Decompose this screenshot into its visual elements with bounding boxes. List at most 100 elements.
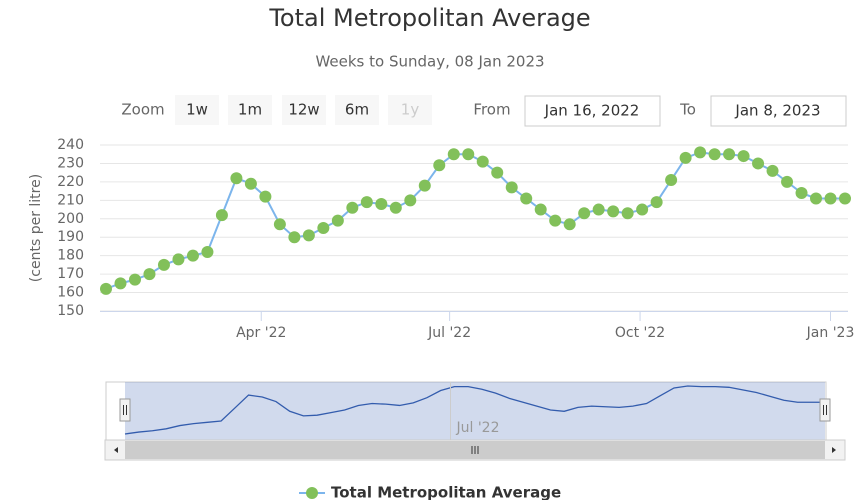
data-point [143, 268, 156, 281]
series-line [105, 151, 845, 290]
data-point [433, 159, 446, 172]
zoom-label: Zoom [121, 101, 164, 119]
legend[interactable]: Total Metropolitan Average [299, 484, 561, 500]
data-point [839, 192, 851, 205]
y-tick-label: 200 [57, 211, 84, 227]
data-point [462, 148, 475, 161]
x-tick-label: Jul '22 [427, 325, 471, 341]
zoom-button-label[interactable]: 1m [238, 101, 262, 119]
data-point [621, 207, 634, 220]
y-tick-label: 190 [57, 229, 84, 245]
data-point [534, 203, 547, 216]
data-point [636, 203, 649, 216]
x-tick-label: Oct '22 [615, 325, 665, 341]
data-point [592, 203, 605, 216]
y-tick-label: 230 [57, 155, 84, 171]
chart-title: Total Metropolitan Average [268, 4, 590, 32]
data-point [563, 218, 576, 231]
y-tick-label: 220 [57, 174, 84, 190]
chart-subtitle: Weeks to Sunday, 08 Jan 2023 [315, 53, 544, 71]
navigator-mask [125, 382, 825, 440]
data-point [723, 148, 736, 161]
data-point [708, 148, 721, 161]
data-point [578, 207, 591, 220]
data-point [505, 181, 518, 194]
data-point [795, 186, 808, 199]
data-point [752, 157, 765, 170]
legend-marker[interactable] [306, 487, 318, 499]
data-point [491, 166, 504, 179]
data-point [114, 277, 127, 290]
y-tick-label: 210 [57, 192, 84, 208]
handle-grip [823, 405, 827, 415]
y-tick-label: 180 [57, 248, 84, 264]
data-point [215, 209, 228, 222]
data-point [737, 150, 750, 163]
data-point [375, 198, 388, 211]
zoom-button[interactable] [282, 95, 326, 125]
scroll-right[interactable] [832, 447, 836, 453]
legend-label[interactable]: Total Metropolitan Average [331, 484, 561, 500]
zoom-button-label[interactable]: 6m [345, 101, 369, 119]
data-point [128, 273, 141, 286]
zoom-button[interactable] [335, 95, 379, 125]
data-point [302, 229, 315, 242]
zoom-buttons: 1w 1m 12w 6m 1y [175, 95, 432, 125]
data-point [201, 245, 214, 258]
data-point [157, 258, 170, 271]
to-label: To [679, 101, 696, 119]
from-label: From [473, 101, 510, 119]
data-point [360, 196, 373, 209]
navigator-tick-label: Jul '22 [455, 420, 499, 436]
data-point [694, 146, 707, 159]
zoom-button-label[interactable]: 12w [288, 101, 319, 119]
data-point [244, 177, 257, 190]
plot: 150 160 170 180 190 200 210 220 230 240 Apr '22 Jul… [57, 137, 854, 341]
data-point [766, 164, 779, 177]
data-point [331, 214, 344, 227]
navigator-handle[interactable] [819, 398, 831, 422]
data-point [824, 192, 837, 205]
zoom-button [388, 95, 432, 125]
data-point [186, 249, 199, 262]
data-point [346, 201, 359, 214]
to-value[interactable]: Jan 8, 2023 [734, 102, 820, 120]
data-point [418, 179, 431, 192]
zoom-button-label[interactable]: 1w [186, 101, 208, 119]
data-point [230, 172, 243, 185]
y-tick-label: 240 [57, 137, 84, 153]
zoom-button-label: 1y [401, 101, 420, 119]
to-input[interactable] [710, 95, 847, 127]
navigator-line [124, 385, 825, 435]
zoom-button[interactable] [175, 95, 219, 125]
data-point [100, 282, 112, 295]
data-point [781, 175, 794, 188]
data-point [404, 194, 417, 207]
zoom-button[interactable] [228, 95, 272, 125]
x-tick-label: Apr '22 [236, 325, 286, 341]
scrollbar-grip [471, 446, 479, 454]
data-point [549, 214, 562, 227]
data-point [389, 201, 402, 214]
navigator-handle[interactable] [119, 398, 131, 422]
data-point [810, 192, 823, 205]
y-tick-label: 160 [57, 285, 84, 301]
y-tick-label: 150 [57, 303, 84, 319]
from-value[interactable]: Jan 16, 2022 [544, 102, 640, 120]
scroll-left[interactable] [114, 447, 118, 453]
data-point [650, 196, 663, 209]
data-point [520, 192, 533, 205]
x-tick-label: Jan '23 [806, 325, 855, 341]
handle-grip [123, 405, 127, 415]
y-tick-label: 170 [57, 266, 84, 282]
data-point [447, 148, 460, 161]
data-point [273, 218, 286, 231]
navigator: Jul '22 [105, 381, 831, 441]
y-axis-label: (cents per litre) [28, 174, 44, 282]
from-input[interactable] [524, 95, 661, 127]
data-point [317, 222, 330, 234]
data-point [607, 205, 620, 218]
navigator-outline [105, 381, 827, 441]
data-point [288, 231, 301, 244]
